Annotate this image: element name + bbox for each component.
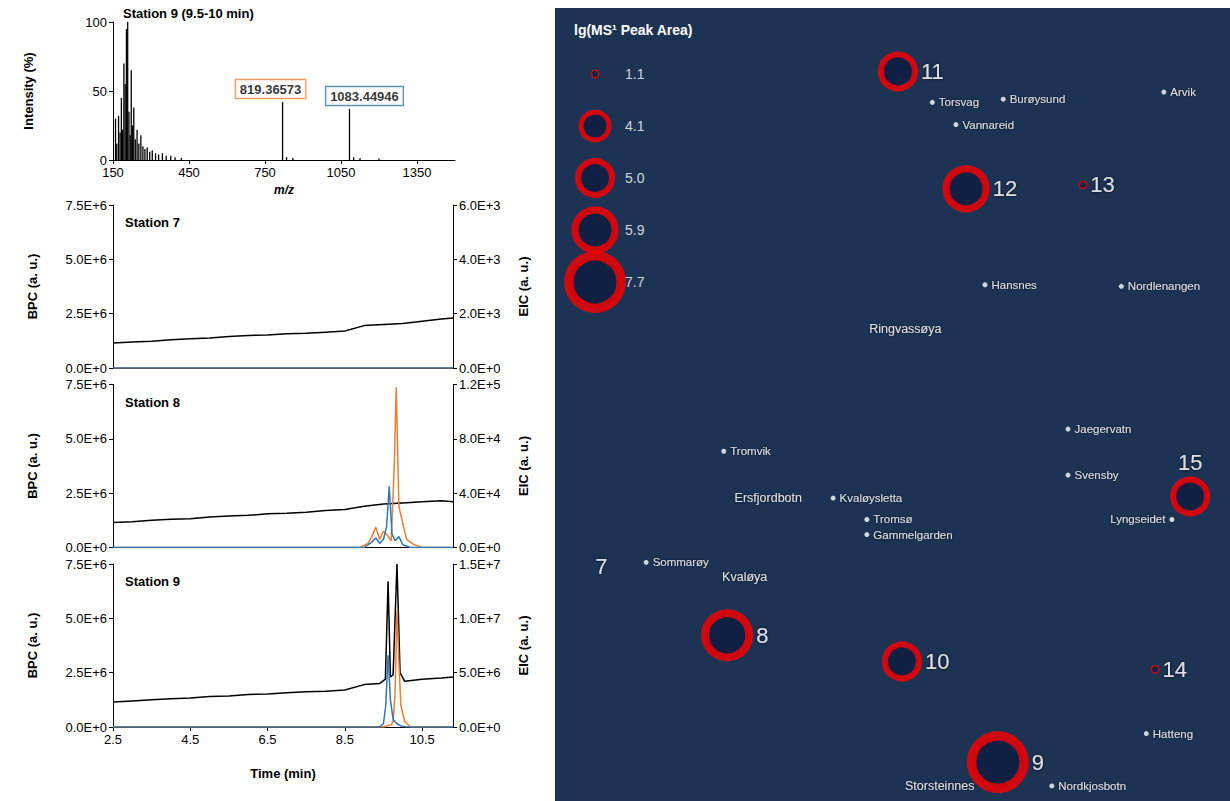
svg-text:5.9: 5.9	[625, 222, 645, 238]
svg-text:Station 9: Station 9	[125, 574, 180, 589]
svg-text:Station 8: Station 8	[125, 395, 180, 410]
svg-text:0.0E+0: 0.0E+0	[65, 540, 107, 555]
svg-text:Kvaløya: Kvaløya	[722, 570, 767, 584]
svg-text:4.0E+4: 4.0E+4	[459, 486, 501, 501]
svg-text:7.7: 7.7	[625, 274, 645, 290]
svg-text:Ringvassøya: Ringvassøya	[869, 322, 941, 336]
svg-text:2.5E+6: 2.5E+6	[65, 665, 107, 680]
svg-text:8.5: 8.5	[336, 732, 354, 747]
svg-text:8: 8	[756, 623, 768, 648]
svg-text:Burøysund: Burøysund	[1010, 93, 1066, 105]
svg-text:7: 7	[595, 554, 607, 579]
svg-text:Hansnes: Hansnes	[991, 279, 1037, 291]
svg-text:lg(MS¹ Peak Area): lg(MS¹ Peak Area)	[574, 22, 693, 38]
svg-text:1.0E+7: 1.0E+7	[459, 611, 501, 626]
svg-text:5.0E+6: 5.0E+6	[65, 611, 107, 626]
svg-text:Storsteinnes: Storsteinnes	[905, 779, 974, 793]
svg-text:2.5E+6: 2.5E+6	[65, 486, 107, 501]
svg-text:6.5: 6.5	[259, 732, 277, 747]
svg-text:15: 15	[1178, 450, 1202, 475]
svg-text:1.1: 1.1	[625, 66, 645, 82]
svg-text:750: 750	[254, 165, 276, 180]
svg-text:7.5E+6: 7.5E+6	[65, 557, 107, 572]
svg-text:2.5: 2.5	[104, 732, 122, 747]
svg-text:Svensby: Svensby	[1075, 469, 1119, 481]
svg-text:0.0E+0: 0.0E+0	[65, 720, 107, 735]
svg-text:5.0: 5.0	[625, 170, 645, 186]
svg-text:10: 10	[925, 649, 949, 674]
svg-text:Lyngseidet: Lyngseidet	[1110, 513, 1166, 525]
svg-text:Gammelgarden: Gammelgarden	[873, 529, 952, 541]
svg-text:Tromsø: Tromsø	[873, 513, 912, 525]
svg-text:Jaegervatn: Jaegervatn	[1075, 423, 1132, 435]
svg-text:50: 50	[93, 84, 107, 99]
svg-text:819.36573: 819.36573	[240, 82, 301, 97]
svg-text:14: 14	[1162, 657, 1186, 682]
svg-text:Time (min): Time (min)	[250, 766, 316, 781]
svg-text:EIC (a. u.): EIC (a. u.)	[516, 616, 531, 676]
svg-text:4.0E+3: 4.0E+3	[459, 252, 501, 267]
svg-text:Nordlenangen: Nordlenangen	[1128, 280, 1200, 292]
svg-text:9: 9	[1032, 750, 1044, 775]
svg-text:1350: 1350	[403, 165, 432, 180]
svg-text:150: 150	[102, 165, 124, 180]
svg-text:4.5: 4.5	[181, 732, 199, 747]
svg-text:0.0E+0: 0.0E+0	[459, 720, 501, 735]
svg-text:11: 11	[921, 59, 944, 84]
svg-text:13: 13	[1090, 172, 1114, 197]
svg-text:Hatteng: Hatteng	[1153, 728, 1193, 740]
svg-text:7.5E+6: 7.5E+6	[65, 198, 107, 213]
svg-text:0.0E+0: 0.0E+0	[65, 361, 107, 376]
svg-text:5.0E+6: 5.0E+6	[65, 252, 107, 267]
svg-text:Ersfjordbotn: Ersfjordbotn	[735, 491, 802, 505]
svg-text:450: 450	[178, 165, 200, 180]
svg-text:Vannareid: Vannareid	[962, 119, 1014, 131]
svg-text:BPC (a. u.): BPC (a. u.)	[25, 433, 40, 499]
svg-text:0: 0	[99, 152, 107, 168]
svg-text:8.0E+4: 8.0E+4	[459, 431, 501, 446]
svg-text:Station 7: Station 7	[125, 215, 180, 230]
svg-text:Nordkjosbotn: Nordkjosbotn	[1058, 780, 1126, 792]
svg-text:Torsvag: Torsvag	[939, 96, 979, 108]
svg-text:EIC (a. u.): EIC (a. u.)	[516, 257, 531, 317]
svg-text:m/z: m/z	[274, 183, 294, 197]
svg-text:4.1: 4.1	[625, 118, 645, 134]
svg-text:1083.44946: 1083.44946	[330, 89, 399, 104]
svg-text:Station 9 (9.5-10 min): Station 9 (9.5-10 min)	[123, 6, 254, 21]
svg-text:BPC (a. u.): BPC (a. u.)	[25, 254, 40, 320]
svg-text:100: 100	[85, 15, 107, 30]
svg-text:5.0E+6: 5.0E+6	[65, 431, 107, 446]
svg-text:1.2E+5: 1.2E+5	[459, 377, 501, 392]
svg-text:0.0E+0: 0.0E+0	[459, 540, 501, 555]
svg-text:10.5: 10.5	[409, 732, 434, 747]
svg-text:5.0E+6: 5.0E+6	[459, 665, 501, 680]
svg-text:Tromvik: Tromvik	[730, 445, 771, 457]
svg-text:12: 12	[993, 176, 1017, 201]
svg-text:BPC (a. u.): BPC (a. u.)	[25, 613, 40, 679]
svg-text:Kvaløysletta: Kvaløysletta	[840, 492, 903, 504]
svg-text:2.5E+6: 2.5E+6	[65, 306, 107, 321]
svg-text:EIC (a. u.): EIC (a. u.)	[516, 436, 531, 496]
svg-text:2.0E+3: 2.0E+3	[459, 306, 501, 321]
svg-text:1.5E+7: 1.5E+7	[459, 557, 501, 572]
svg-text:Sommarøy: Sommarøy	[653, 556, 709, 568]
svg-text:Intensity (%): Intensity (%)	[21, 52, 36, 129]
svg-text:1050: 1050	[327, 165, 356, 180]
svg-text:0.0E+0: 0.0E+0	[459, 361, 501, 376]
svg-text:6.0E+3: 6.0E+3	[459, 198, 501, 213]
svg-text:Arvik: Arvik	[1170, 86, 1196, 98]
svg-text:7.5E+6: 7.5E+6	[65, 377, 107, 392]
